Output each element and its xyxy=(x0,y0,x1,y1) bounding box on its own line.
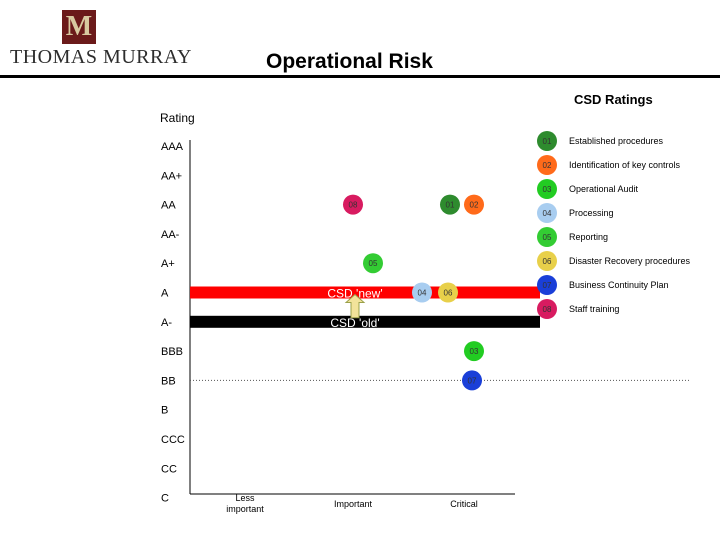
point-02 xyxy=(464,194,484,215)
point-label-01: 01 xyxy=(446,201,455,210)
logo-mark-icon: M xyxy=(62,10,96,44)
legend-swatch-07 xyxy=(537,275,557,295)
point-01 xyxy=(440,194,460,215)
y-tick-a: A xyxy=(161,288,169,300)
legend-label-07: Business Continuity Plan xyxy=(569,280,669,290)
upgrade-arrow xyxy=(344,293,366,319)
point-label-06: 06 xyxy=(444,289,453,298)
legend-id-06: 06 xyxy=(543,257,552,266)
legend-label-03: Operational Audit xyxy=(569,184,639,194)
y-tick-aa: AA+ xyxy=(161,170,182,182)
y-tick-bb: BB xyxy=(161,375,176,387)
legend-id-07: 07 xyxy=(543,281,552,290)
point-label-08: 08 xyxy=(349,201,358,210)
y-tick-aa: AA- xyxy=(161,229,180,241)
logo-letter: M xyxy=(65,11,93,42)
legend-id-01: 01 xyxy=(543,137,552,146)
title-rule xyxy=(0,75,720,78)
point-label-05: 05 xyxy=(369,259,378,268)
point-08 xyxy=(343,194,363,215)
legend-id-02: 02 xyxy=(543,161,552,170)
point-06 xyxy=(438,282,458,303)
legend-swatch-05 xyxy=(537,227,557,247)
y-tick-c: C xyxy=(161,493,169,505)
legend-label-04: Processing xyxy=(569,208,614,218)
legend-label-08: Staff training xyxy=(569,304,619,314)
legend-label-02: Identification of key controls xyxy=(569,160,681,170)
point-label-04: 04 xyxy=(418,289,427,298)
legend-swatch-03 xyxy=(537,179,557,199)
point-04 xyxy=(412,282,432,303)
y-tick-aa: AA xyxy=(161,200,176,212)
point-label-02: 02 xyxy=(470,201,479,210)
legend-label-01: Established procedures xyxy=(569,136,664,146)
point-05 xyxy=(363,253,383,274)
legend-swatch-04 xyxy=(537,203,557,223)
x-tick-critical: Critical xyxy=(450,499,478,509)
point-07 xyxy=(462,370,482,391)
point-label-07: 07 xyxy=(468,376,477,385)
legend-swatch-01 xyxy=(537,131,557,151)
legend-swatch-08 xyxy=(537,299,557,319)
x-tick-important: Important xyxy=(334,499,373,509)
point-03 xyxy=(464,341,484,362)
legend-label-05: Reporting xyxy=(569,232,608,242)
x-tick-less-important: Less important xyxy=(226,493,264,514)
chart-subtitle: CSD Ratings xyxy=(574,92,653,107)
header: M THOMAS MURRAY Operational Risk xyxy=(0,0,720,80)
legend-id-05: 05 xyxy=(543,233,552,242)
legend-swatch-02 xyxy=(537,155,557,175)
y-tick-a: A- xyxy=(161,317,172,329)
legend-id-04: 04 xyxy=(543,209,552,218)
point-label-03: 03 xyxy=(470,347,479,356)
y-tick-bbb: BBB xyxy=(161,346,183,358)
y-tick-cc: CC xyxy=(161,463,177,475)
legend-id-08: 08 xyxy=(543,305,552,314)
band-csd-old xyxy=(190,315,540,328)
legend-label-06: Disaster Recovery procedures xyxy=(569,256,691,266)
band-label-csd-old: CSD 'old' xyxy=(330,316,379,330)
y-tick-b: B xyxy=(161,405,168,417)
legend-swatch-06 xyxy=(537,251,557,271)
brand-name: THOMAS MURRAY xyxy=(10,46,192,68)
y-tick-aaa: AAA xyxy=(161,141,184,153)
band-label-csd-new: CSD 'new' xyxy=(327,287,382,301)
y-tick-ccc: CCC xyxy=(161,434,185,446)
y-tick-a: A+ xyxy=(161,258,175,270)
page-title: Operational Risk xyxy=(266,50,433,73)
y-axis-title: Rating xyxy=(160,111,195,125)
legend-id-03: 03 xyxy=(543,185,552,194)
